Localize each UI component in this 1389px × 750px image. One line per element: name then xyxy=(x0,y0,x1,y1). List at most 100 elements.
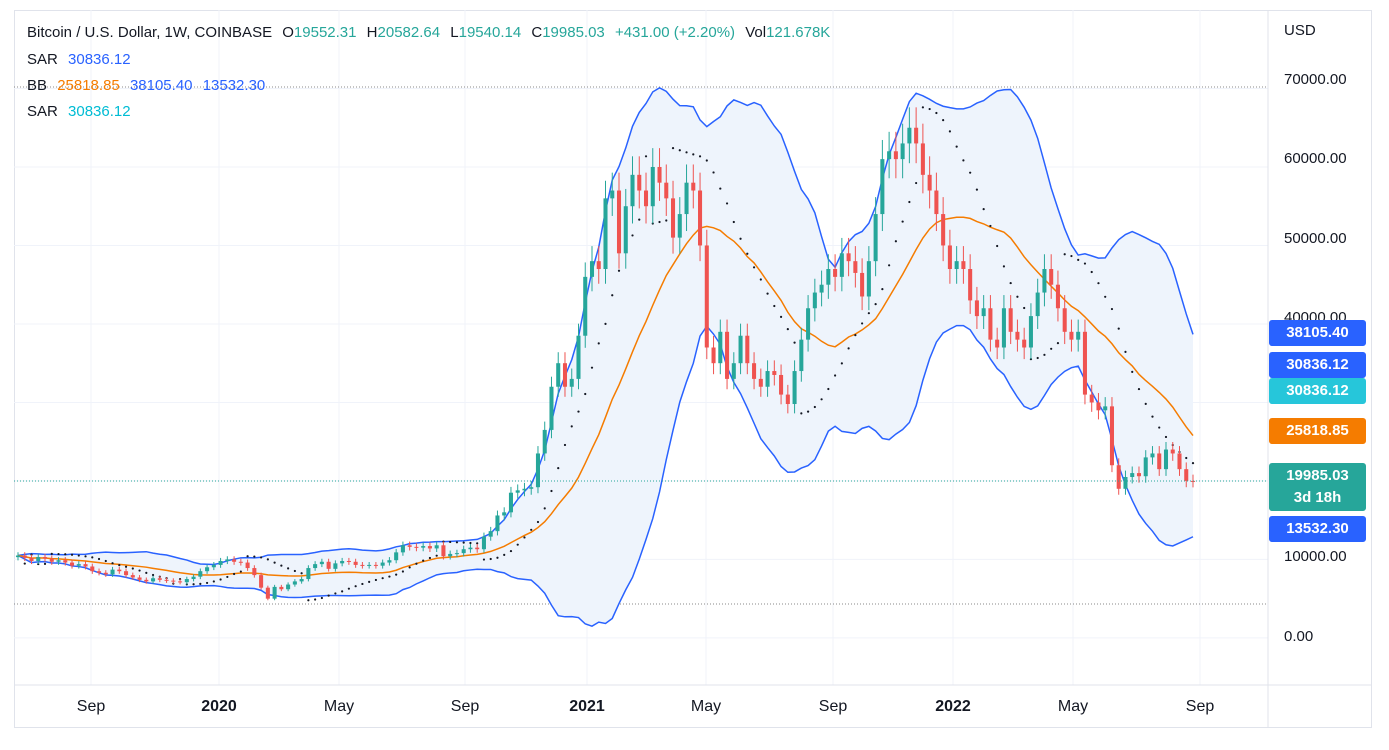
candle-body xyxy=(272,586,277,599)
candle xyxy=(914,107,919,164)
candle-body xyxy=(130,575,135,578)
candle-body xyxy=(630,174,635,207)
candle-body xyxy=(367,564,372,566)
candle xyxy=(407,541,412,551)
sar-dot xyxy=(374,578,378,582)
sar-dot xyxy=(536,520,540,524)
candle xyxy=(812,278,817,322)
candle xyxy=(711,335,716,375)
candle xyxy=(36,553,41,565)
sar-dot xyxy=(307,599,310,602)
x-tick-label: 2021 xyxy=(569,698,605,715)
candle xyxy=(954,246,959,284)
sar-dot xyxy=(779,315,783,318)
candle-body xyxy=(887,151,892,160)
candle xyxy=(1163,442,1169,476)
candle-body xyxy=(1116,465,1121,489)
sar-dot xyxy=(969,171,972,174)
candle-body xyxy=(1008,308,1013,332)
candle xyxy=(333,560,338,572)
sar-dot xyxy=(698,155,702,158)
sar-dot xyxy=(786,328,789,331)
indicator-sar-2[interactable]: SAR 30836.12 xyxy=(27,103,137,120)
candle xyxy=(124,568,129,578)
candle-body xyxy=(292,581,297,585)
candle xyxy=(299,576,304,584)
sar-dot xyxy=(131,567,134,570)
candle xyxy=(245,559,250,571)
candle xyxy=(205,564,210,574)
candle xyxy=(853,246,858,288)
candle xyxy=(481,532,486,553)
candle xyxy=(887,131,892,179)
sar-dot xyxy=(327,594,330,597)
y-tick-label: 10000.00 xyxy=(1284,548,1347,565)
bb-lower-line xyxy=(17,324,1194,627)
sar-dot xyxy=(449,540,452,544)
candle xyxy=(49,555,54,565)
x-tick-label: Sep xyxy=(818,698,848,715)
sar-dot xyxy=(921,106,924,109)
candle-body xyxy=(853,261,858,273)
candle xyxy=(772,360,777,386)
candle xyxy=(920,123,925,194)
candle-body xyxy=(765,371,770,387)
indicator-value-lower: 13532.30 xyxy=(202,77,266,94)
candle xyxy=(306,565,311,582)
candle-body xyxy=(698,190,703,246)
candle-body xyxy=(346,560,351,562)
sar-dot xyxy=(111,562,114,565)
candle xyxy=(799,327,804,382)
y-tick-label: 70000.00 xyxy=(1284,71,1347,88)
sar-dot xyxy=(23,562,26,565)
candle-body xyxy=(819,284,824,293)
candle xyxy=(475,544,480,553)
x-tick-label: May xyxy=(690,698,722,715)
candle-body xyxy=(184,579,189,583)
indicator-bb[interactable]: BB 25818.85 38105.40 13532.30 xyxy=(27,77,271,94)
candle-body xyxy=(340,560,345,564)
candle-body xyxy=(232,559,237,562)
candle xyxy=(1123,470,1128,495)
candle xyxy=(515,484,520,499)
candle-body xyxy=(704,245,709,348)
sar-dot xyxy=(833,374,837,377)
candle-body xyxy=(42,557,48,559)
candle-body xyxy=(76,564,81,566)
candle-body xyxy=(981,308,986,317)
y-tick-label: 50000.00 xyxy=(1284,230,1347,247)
sar-dot xyxy=(273,561,276,564)
candle-body xyxy=(833,269,838,277)
last-price-value: 19985.03 xyxy=(1286,467,1349,484)
sar-dot xyxy=(570,425,573,428)
candle xyxy=(292,579,297,587)
candle xyxy=(718,319,723,375)
candle-body xyxy=(22,555,27,558)
sar-dot xyxy=(1002,265,1006,268)
candle-body xyxy=(954,261,959,270)
vol-value: 121.678K xyxy=(766,24,831,41)
candle-body xyxy=(380,562,385,566)
candle xyxy=(502,507,507,521)
candle-body xyxy=(1042,269,1047,293)
candle-body xyxy=(711,347,716,364)
candle-body xyxy=(542,429,547,454)
candle xyxy=(76,561,81,569)
candle-body xyxy=(36,557,41,561)
sar-dot xyxy=(597,342,600,345)
sar-dot xyxy=(50,552,53,555)
candle xyxy=(1069,319,1074,352)
candle xyxy=(238,558,243,566)
candle-body xyxy=(920,143,925,175)
candle xyxy=(968,254,973,314)
candle xyxy=(252,565,257,578)
candle xyxy=(549,376,554,439)
sar-badge: 30836.12 xyxy=(1269,352,1366,378)
candle-body xyxy=(900,143,905,160)
indicator-sar-1[interactable]: SAR 30836.12 xyxy=(27,51,137,68)
x-tick-label: Sep xyxy=(1185,698,1215,715)
x-tick-label: May xyxy=(323,698,355,715)
candle xyxy=(421,542,426,552)
candle xyxy=(488,526,493,541)
